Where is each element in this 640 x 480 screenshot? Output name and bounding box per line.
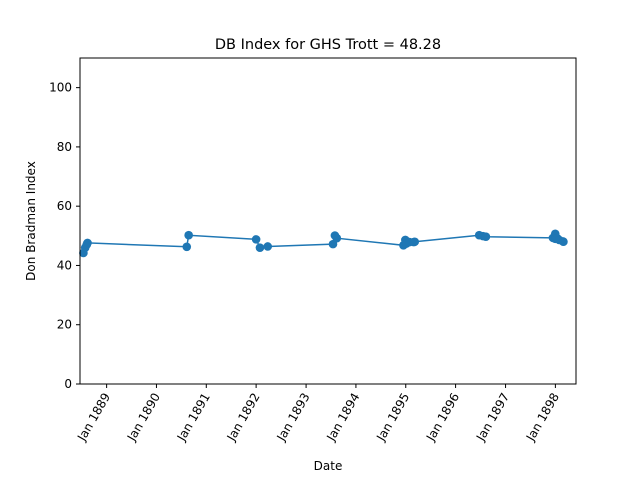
data-point [481,232,491,242]
data-point [263,242,273,251]
series-line [82,230,564,254]
data-point [410,237,420,247]
x-tick-label: Jan 1898 [523,391,562,445]
x-tick-label: Jan 1889 [74,391,113,445]
data-point [251,235,261,244]
chart-title: DB Index for GHS Trott = 48.28 [215,37,441,53]
y-tick-label: 80 [57,140,72,154]
y-tick-label: 40 [57,258,72,272]
x-tick-label: Jan 1896 [423,391,462,445]
x-tick-label: Jan 1893 [274,391,313,445]
y-tick-label: 20 [57,318,72,332]
data-point [182,242,192,252]
data-point [184,230,193,240]
data-point [83,238,92,248]
data-point [559,237,568,247]
x-tick-label: Jan 1890 [124,391,163,445]
y-axis-label: Don Bradman Index [24,161,38,281]
x-tick-label: Jan 1895 [373,391,412,445]
x-axis: Jan 1889 Jan 1890 Jan 1891 Jan 1892 Jan 1893… [74,384,562,444]
x-axis-label: Date [314,459,343,473]
plot-area [79,57,577,385]
x-tick-label: Jan 1891 [174,391,213,445]
plot-points [79,229,568,258]
data-point [332,233,342,243]
x-tick-label: Jan 1892 [224,391,263,445]
y-tick-label: 0 [64,377,72,391]
y-tick-label: 100 [49,81,72,95]
data-point [255,243,265,252]
y-axis: 0 20 40 60 80 100 [49,81,80,391]
x-tick-label: Jan 1897 [473,391,512,445]
y-tick-label: 60 [57,199,72,213]
plot-lines [82,230,564,254]
x-tick-label: Jan 1894 [323,391,362,445]
